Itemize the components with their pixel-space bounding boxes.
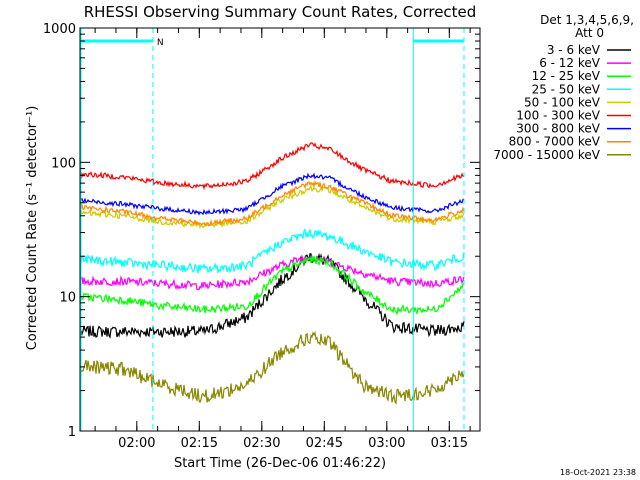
series-line-4 <box>80 227 465 275</box>
y-tick-label: 100 <box>51 156 76 171</box>
flag-layer: N <box>80 38 464 48</box>
series-line-9 <box>80 330 465 405</box>
legend-label: 6 - 12 keV <box>539 56 601 70</box>
series-line-3 <box>80 255 465 316</box>
flag-label: N <box>157 38 164 48</box>
x-tick-label: 02:45 <box>306 436 343 451</box>
legend-label: 100 - 300 keV <box>516 109 600 123</box>
x-tick-label: 02:00 <box>118 436 155 451</box>
axis-layer: 1 10 100 1000 02:00 02:15 02:30 02:45 03:00 03:15 <box>43 22 480 451</box>
legend-label: 25 - 50 keV <box>532 82 601 96</box>
x-tick-label: 02:30 <box>243 436 280 451</box>
series-line-8 <box>80 179 465 227</box>
x-tick-label: 03:00 <box>368 436 405 451</box>
x-tick-label: 03:15 <box>431 436 468 451</box>
footer-timestamp: 18-Oct-2021 23:38 <box>560 468 636 477</box>
legend-label: 7000 - 15000 keV <box>493 148 600 162</box>
y-tick-label: 1 <box>68 425 76 440</box>
series-line-7 <box>80 172 465 216</box>
legend-header: Det 1,3,4,5,6,9, <box>540 13 634 27</box>
legend-label: 300 - 800 keV <box>516 122 600 136</box>
y-tick-label: 1000 <box>43 22 76 37</box>
series-line-2 <box>80 254 465 291</box>
series-line-6 <box>80 142 465 191</box>
x-tick-label: 02:15 <box>181 436 218 451</box>
legend-label: 800 - 7000 keV <box>509 135 601 149</box>
night-marker-layer <box>80 28 465 431</box>
x-axis-label: Start Time (26-Dec-06 01:46:22) <box>174 456 386 471</box>
chart-title: RHESSI Observing Summary Count Rates, Co… <box>84 3 477 21</box>
legend-subheader: Att 0 <box>575 26 604 40</box>
legend-label: 3 - 6 keV <box>547 43 601 57</box>
plot-frame <box>79 27 481 432</box>
y-axis-label: Corrected Count Rate (s⁻¹ detector⁻¹) <box>25 106 40 351</box>
series-line-5 <box>80 185 465 230</box>
legend-label: 50 - 100 keV <box>524 95 601 109</box>
legend-label: 12 - 25 keV <box>532 69 601 83</box>
series-layer <box>80 142 465 405</box>
y-tick-label: 10 <box>59 291 76 306</box>
series-line-1 <box>80 252 465 339</box>
